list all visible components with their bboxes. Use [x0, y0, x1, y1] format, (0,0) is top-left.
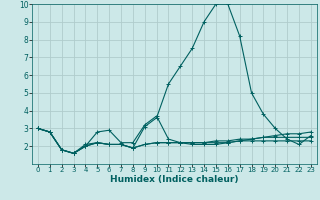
X-axis label: Humidex (Indice chaleur): Humidex (Indice chaleur)	[110, 175, 239, 184]
